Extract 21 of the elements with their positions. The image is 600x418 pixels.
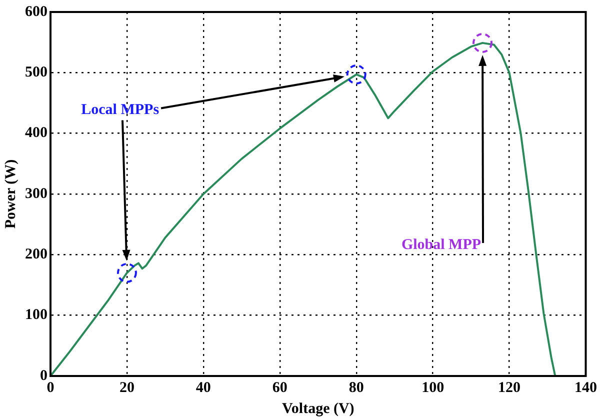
y-axis-title: Power (W) [2, 159, 19, 229]
point [116, 262, 137, 283]
x-axis-title: Voltage (V) [282, 400, 354, 417]
y-tick-label: 100 [25, 307, 48, 324]
point [346, 64, 366, 84]
text: Global MPP [401, 236, 482, 253]
y-tick-label: 0 [40, 368, 48, 384]
x-tick-label: 140 [574, 380, 597, 396]
y-tick-label: 600 [25, 4, 48, 20]
y-tick-label: 400 [25, 125, 48, 142]
y-tick-label: 300 [25, 186, 48, 202]
x-tick-label: 20 [119, 380, 134, 396]
y-tick-label: 500 [25, 64, 48, 81]
point [472, 32, 493, 53]
x-tick-label: 80 [348, 380, 364, 396]
y-tick-label: 200 [25, 246, 48, 263]
x-tick-label: 60 [272, 380, 288, 396]
text: Local MPPs [81, 102, 160, 118]
x-tick-label: 120 [498, 380, 521, 396]
x-tick-label: 40 [196, 380, 211, 396]
x-tick-label: 100 [422, 380, 444, 396]
